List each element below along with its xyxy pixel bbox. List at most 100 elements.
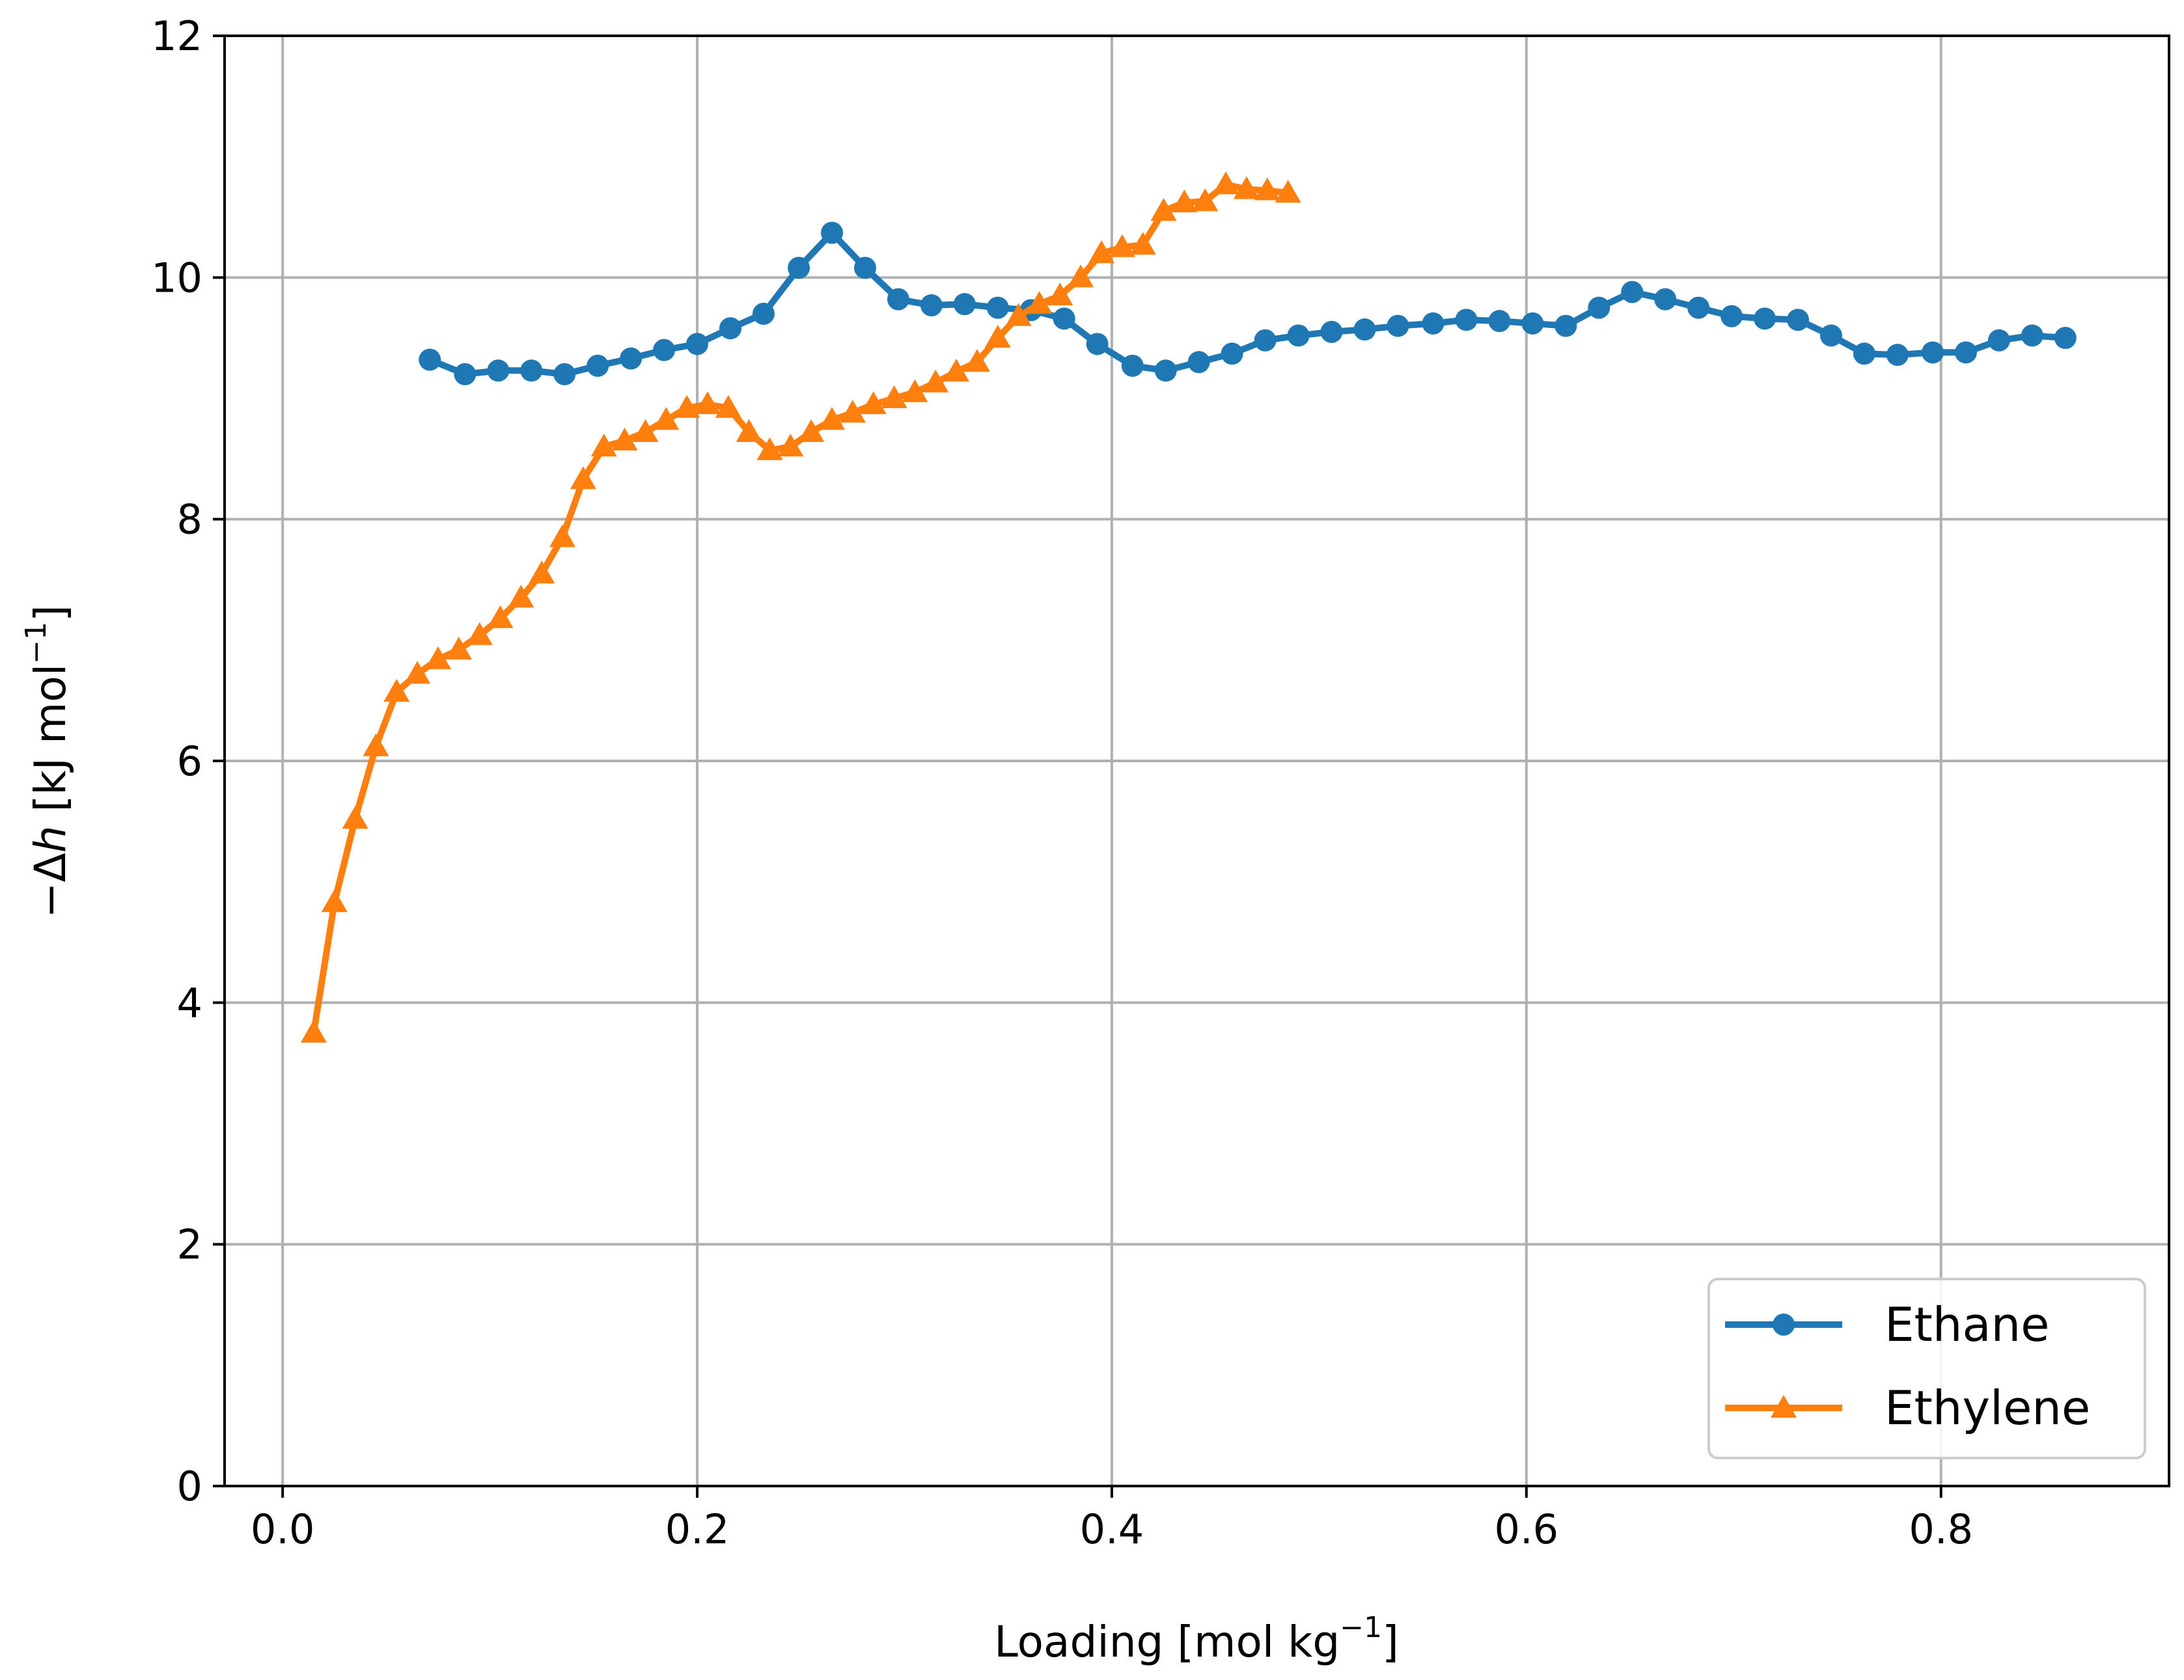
x-axis-label: Loading [mol kg−1] [994,1611,1399,1667]
data-point-ethylene [404,661,431,684]
data-point-ethane [1353,318,1376,341]
legend-label-ethane: Ethane [1885,1297,2049,1352]
data-point-ethane [1387,314,1409,337]
data-point-ethylene [1047,282,1073,306]
data-point-ethylene [984,325,1011,348]
data-point-ethylene [777,434,804,457]
data-point-ethylene [549,524,576,547]
data-point-ethylene [798,419,825,442]
legend-label-ethylene: Ethylene [1885,1381,2090,1435]
data-point-ethylene [653,407,680,430]
data-point-ethane [587,354,609,377]
data-point-ethane [1754,307,1776,330]
data-point-ethylene [674,394,700,418]
data-point-ethylene [881,385,907,408]
data-point-ethylene [1026,291,1053,314]
data-point-ethylene [466,622,493,645]
data-point-ethane [620,347,643,370]
data-point-ethylene [902,379,928,402]
y-tick-label: 0 [177,1463,202,1510]
data-point-ethane [1521,312,1544,335]
data-point-ethane [1987,329,2010,351]
data-point-ethylene [860,391,887,415]
data-point-ethane [2021,324,2043,347]
data-point-ethylene [715,394,741,418]
data-point-ethylene [611,427,638,450]
data-point-ethane [1654,288,1677,310]
data-point-ethylene [383,679,410,702]
data-point-ethylene [1192,188,1219,212]
data-point-ethane [1853,342,1875,365]
data-point-ethylene [736,419,762,442]
data-point-ethane [1954,341,1977,364]
data-point-ethylene [1213,171,1239,195]
data-point-ethylene [839,400,866,423]
data-point-ethylene [1005,303,1032,326]
data-point-ethylene [922,369,949,392]
data-point-ethane [752,303,775,325]
data-point-ethane [1053,307,1075,330]
legend-marker-ethane [1773,1314,1795,1336]
series-layer [300,171,2077,1043]
data-point-ethane [1687,296,1710,319]
data-point-ethane [1886,344,1909,366]
y-tick-label: 8 [177,496,202,544]
data-point-ethylene [570,466,596,489]
data-point-ethane [653,338,676,361]
data-point-ethane [986,296,1009,319]
data-point-ethylene [445,637,472,660]
data-point-ethane [1121,354,1144,377]
data-point-ethane [1320,320,1343,343]
data-point-ethane [686,333,709,355]
data-point-ethane [553,363,576,385]
data-point-ethane [1921,341,1944,364]
data-point-ethane [1455,309,1478,331]
data-point-ethane [853,256,876,279]
data-point-ethane [821,221,844,244]
data-point-ethane [1187,351,1210,374]
data-point-ethylene [756,437,783,460]
data-point-ethane [2054,327,2077,350]
data-point-ethylene [508,585,534,608]
data-point-ethane [920,294,943,317]
data-point-ethylene [1275,180,1301,203]
data-point-ethane [454,363,477,385]
data-point-ethylene [1171,189,1198,213]
legend: Ethane Ethylene [1707,1278,2146,1459]
data-point-ethane [953,293,976,316]
data-point-ethylene [487,605,514,628]
data-point-ethane [487,359,510,382]
y-tick-label: 4 [177,979,202,1026]
series-ethylene [300,171,1301,1043]
y-tick-label: 10 [151,254,202,301]
data-point-ethane [887,288,909,310]
data-point-ethane [1221,342,1243,365]
data-point-ethane [1555,314,1577,337]
data-point-ethylene [819,407,846,430]
data-point-ethane [1588,296,1610,319]
data-point-ethylene [694,391,721,415]
data-point-ethane [1254,329,1277,351]
data-point-ethylene [963,349,990,372]
data-point-ethane [520,359,543,382]
data-point-ethane [1154,359,1177,382]
data-point-ethane [1621,281,1644,303]
data-point-ethylene [590,434,617,457]
data-point-ethane [1422,312,1444,335]
data-point-ethane [1819,324,1842,347]
data-point-ethylene [1233,176,1260,199]
x-tick-label: 0.8 [1909,1506,1973,1553]
x-tick-label: 0.6 [1495,1506,1559,1553]
data-point-ethylene [1150,198,1177,221]
data-point-ethane [719,317,742,340]
ticks: 0.0 0.2 0.4 0.6 0.8 0 2 4 6 8 10 12 [151,12,1973,1553]
x-tick-label: 0.2 [665,1506,730,1553]
data-point-ethylene [300,1019,327,1043]
data-point-ethylene [1068,264,1094,288]
data-point-ethane [419,348,441,371]
data-point-ethane [1786,309,1809,331]
data-point-ethylene [529,560,555,584]
data-point-ethane [1721,305,1743,327]
y-tick-label: 12 [151,12,202,60]
